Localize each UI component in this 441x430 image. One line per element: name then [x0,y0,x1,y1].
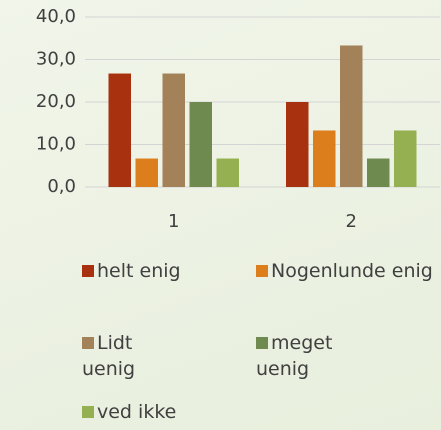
legend-label: ved ikke [97,401,177,423]
bar [162,73,185,187]
legend-item: meget uenig [256,330,366,382]
legend-label: Lidt uenig [82,332,136,380]
legend-item: helt enig [82,258,242,284]
bar [135,158,158,187]
bar [367,158,390,187]
legend-swatch [82,406,94,418]
bar [340,45,363,187]
x-tick-label: 1 [168,211,179,232]
legend-item: Lidt uenig [82,330,172,382]
bar [108,73,131,187]
bar [189,102,212,187]
legend-label: meget uenig [256,332,333,380]
legend-swatch [256,265,268,277]
y-tick-label: 40,0 [36,6,76,27]
bar [286,102,309,187]
y-tick-label: 30,0 [36,49,76,70]
bar [216,158,239,187]
y-tick-label: 20,0 [36,91,76,112]
bar [313,130,336,187]
legend-swatch [82,265,94,277]
legend-label: helt enig [97,260,181,282]
legend-item: ved ikke [82,399,242,425]
bar [394,130,417,187]
legend-swatch [82,337,94,349]
y-tick-label: 0,0 [47,176,76,197]
x-tick-label: 2 [346,211,357,232]
legend-label: Nogenlunde enig [271,260,433,282]
legend-swatch [256,337,268,349]
y-tick-label: 10,0 [36,134,76,155]
legend-item: Nogenlunde enig [256,258,436,284]
